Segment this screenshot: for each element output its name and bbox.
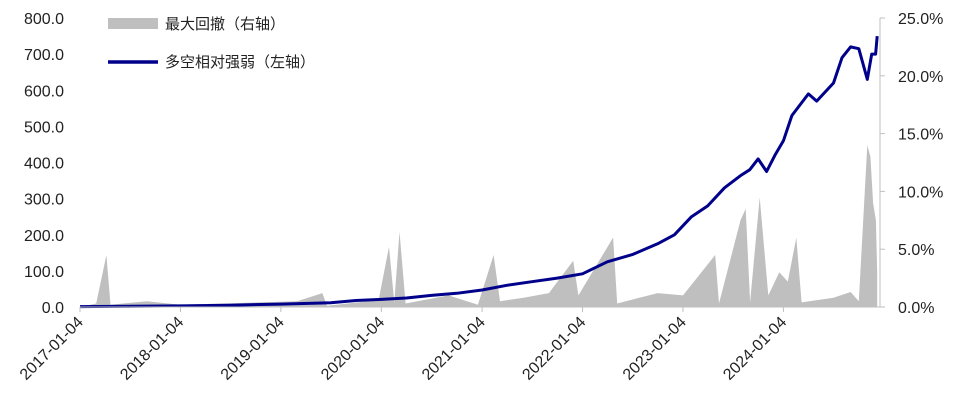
left-y-tick-label: 500.0 [24, 119, 64, 136]
legend-label-strength: 多空相对强弱（左轴） [165, 53, 315, 71]
x-tick-label: 2024-01-04 [720, 314, 790, 384]
right-y-tick-label: 0.0% [898, 300, 934, 317]
strength-line [79, 35, 879, 309]
left-y-tick-label: 100.0 [24, 264, 64, 281]
legend: 最大回撤（右轴） 多空相对强弱（左轴） [108, 15, 315, 71]
x-tick-label: 2022-01-04 [519, 314, 589, 384]
drawdown-area [80, 145, 878, 307]
x-tick-label: 2021-01-04 [419, 314, 489, 384]
x-tick-label: 2017-01-04 [17, 314, 87, 384]
x-tick-label: 2023-01-04 [620, 314, 690, 384]
x-tick-label: 2018-01-04 [117, 314, 187, 384]
right-y-tick-label: 5.0% [898, 242, 934, 259]
x-axis: 2017-01-04 2018-01-04 2019-01-04 2020-01-04… [17, 307, 790, 384]
x-tick-label: 2019-01-04 [218, 314, 288, 384]
left-y-tick-label: 700.0 [24, 47, 64, 64]
left-y-tick-label: 300.0 [24, 192, 64, 209]
left-y-tick-label: 0.0 [42, 300, 64, 317]
right-y-tick-label: 20.0% [898, 69, 943, 86]
legend-swatch-drawdown [108, 18, 158, 29]
left-y-tick-label: 400.0 [24, 156, 64, 173]
right-y-tick-label: 10.0% [898, 184, 943, 201]
right-y-tick-label: 25.0% [898, 11, 943, 28]
legend-label-drawdown: 最大回撤（右轴） [165, 15, 285, 33]
strength-line-layer [79, 35, 879, 309]
left-y-tick-label: 200.0 [24, 228, 64, 245]
right-y-axis: 0.0% 5.0% 10.0% 15.0% 20.0% 25.0% [879, 11, 943, 317]
left-y-tick-label: 800.0 [24, 11, 64, 28]
x-tick-label: 2020-01-04 [318, 314, 388, 384]
right-y-tick-label: 15.0% [898, 127, 943, 144]
drawdown-area-layer [80, 145, 878, 307]
left-y-tick-label: 600.0 [24, 83, 64, 100]
left-y-axis: 0.0 100.0 200.0 300.0 400.0 500.0 600.0 700.0 80… [24, 11, 64, 317]
